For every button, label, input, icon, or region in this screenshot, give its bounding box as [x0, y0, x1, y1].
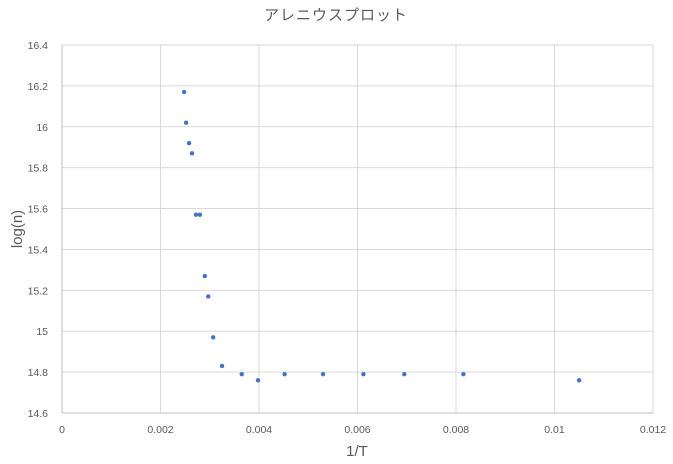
y-tick-label: 14.8 [28, 367, 49, 379]
data-point [181, 89, 187, 95]
gridlines [62, 44, 654, 413]
x-tick-label: 0.002 [147, 424, 173, 436]
data-point [402, 371, 407, 377]
y-tick-label: 15.2 [28, 285, 49, 297]
data-point [202, 273, 208, 279]
y-tick-label: 16 [36, 122, 48, 134]
y-tick-label: 14.6 [28, 408, 49, 420]
x-tick-label: 0.01 [544, 424, 565, 436]
y-tick-label: 16.4 [28, 40, 49, 52]
data-point [186, 140, 192, 146]
x-axis-title: 1/T [346, 443, 368, 460]
data-point [197, 212, 203, 217]
y-tick-label: 16.2 [28, 81, 49, 93]
data-point [219, 363, 225, 369]
data-point [193, 212, 199, 217]
data-point [210, 335, 216, 340]
tick-labels: 0 0.002 0.004 0.006 0.008 0.01 0.012 14.6 14.8 15… [28, 40, 667, 436]
data-point [189, 151, 195, 156]
y-tick-label: 15.4 [28, 244, 49, 256]
y-tick-label: 15.8 [28, 163, 49, 175]
data-point [361, 371, 366, 377]
data-point [282, 371, 287, 377]
y-axis-title: log(n) [9, 210, 26, 248]
y-tick-label: 15 [36, 326, 48, 338]
data-point [183, 120, 189, 125]
data-point [320, 371, 326, 377]
data-point [255, 378, 261, 383]
data-points [181, 89, 582, 383]
data-point [576, 378, 582, 383]
data-point [461, 371, 466, 377]
x-tick-label: 0.004 [246, 424, 272, 436]
x-tick-label: 0.008 [443, 424, 469, 436]
x-tick-label: 0.006 [344, 424, 370, 436]
data-point [206, 294, 211, 299]
data-point [239, 371, 244, 377]
axes [61, 45, 653, 414]
y-tick-label: 15.6 [28, 204, 49, 216]
x-tick-label: 0 [59, 424, 65, 436]
x-tick-label: 0.012 [640, 424, 666, 436]
chart-title: アレニウスプロット [264, 7, 408, 24]
